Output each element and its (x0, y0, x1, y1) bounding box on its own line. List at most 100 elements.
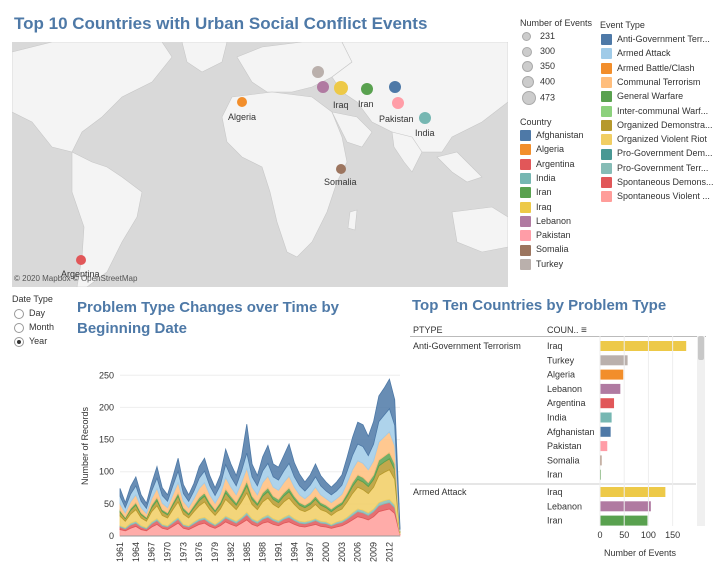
x-tick-label: 1979 (210, 542, 220, 562)
legend-swatch (601, 177, 612, 189)
x-tick-label: 1973 (178, 542, 188, 562)
legend-item[interactable]: Inter-communal Warf... (601, 106, 716, 117)
legend-item[interactable]: Anti-Government Terr... (601, 34, 716, 46)
size-circle-icon (522, 32, 531, 42)
legend-item[interactable]: Lebanon (520, 216, 595, 227)
marker-india[interactable] (419, 112, 431, 124)
size-legend-label: 473 (540, 92, 556, 103)
marker-lebanon[interactable] (317, 81, 329, 93)
bar[interactable] (600, 426, 611, 437)
legend-item[interactable]: Pro-Government Dem... (601, 148, 716, 160)
country-label[interactable]: Lebanon (547, 384, 582, 394)
legend-label: Afghanistan (536, 130, 584, 140)
legend-item[interactable]: Organized Violent Riot (601, 134, 716, 146)
legend-item[interactable]: Iraq (520, 202, 595, 213)
marker-iran[interactable] (361, 83, 373, 95)
legend-swatch (601, 91, 612, 103)
radio-dot[interactable] (14, 308, 24, 319)
legend-item[interactable]: Afghanistan (520, 130, 595, 142)
radio-day[interactable]: Day (14, 308, 45, 319)
legend-item[interactable]: Pro-Government Terr... (601, 163, 716, 174)
column-header-country-label: COUN.. (547, 325, 579, 335)
country-label[interactable]: Algeria (547, 370, 575, 380)
legend-swatch (601, 48, 612, 60)
bar[interactable] (600, 487, 666, 497)
bar[interactable] (600, 455, 602, 466)
legend-item[interactable]: Armed Battle/Clash (601, 63, 716, 74)
map-label-somalia: Somalia (324, 177, 357, 187)
legend-swatch (601, 148, 612, 160)
ptype-label[interactable]: Armed Attack (413, 487, 467, 497)
country-label[interactable]: India (547, 413, 567, 423)
column-header-country[interactable]: COUN.. ≡ (547, 325, 587, 336)
radio-year[interactable]: Year (14, 336, 47, 347)
legend-swatch (601, 77, 612, 89)
bar[interactable] (600, 355, 628, 366)
bar-chart[interactable]: Anti-Government Terrorism Iraq Turkey Alger… (410, 336, 710, 572)
x-tick-label: 50 (619, 530, 629, 540)
legend-swatch (601, 62, 612, 74)
country-label[interactable]: Somalia (547, 455, 580, 465)
country-label[interactable]: Argentina (547, 398, 586, 408)
legend-item[interactable]: Spontaneous Demons... (601, 177, 716, 189)
country-label[interactable]: Iraq (547, 341, 563, 351)
legend-item[interactable]: India (520, 173, 595, 185)
bar[interactable] (600, 341, 687, 351)
radio-month[interactable]: Month (14, 322, 54, 333)
area-series[interactable] (119, 378, 401, 530)
bar[interactable] (600, 369, 624, 380)
area-chart-title: Problem Type Changes over Time by Beginn… (77, 299, 340, 337)
map-label-algeria: Algeria (228, 112, 256, 122)
legend-item[interactable]: Turkey (520, 259, 595, 270)
marker-turkey[interactable] (312, 66, 324, 78)
country-label[interactable]: Pakistan (547, 441, 582, 451)
world-map[interactable]: Algeria Iraq Iran Pakistan India Somalia… (12, 42, 508, 287)
country-label[interactable]: Turkey (547, 355, 575, 365)
map-label-argentina: Argentina (61, 269, 100, 279)
legend-item[interactable]: Argentina (520, 159, 595, 170)
legend-item[interactable]: Iran (520, 187, 595, 199)
bar[interactable] (600, 383, 621, 394)
legend-item[interactable]: Armed Attack (601, 48, 716, 60)
map-svg: Algeria Iraq Iran Pakistan India Somalia… (12, 42, 508, 287)
legend-swatch (601, 191, 612, 203)
size-legend-label: 400 (540, 76, 556, 87)
marker-afghanistan[interactable] (389, 81, 401, 93)
marker-iraq[interactable] (334, 81, 348, 95)
marker-algeria[interactable] (237, 97, 247, 107)
scrollbar-thumb[interactable] (698, 336, 704, 360)
x-tick-label: 1994 (289, 542, 299, 562)
area-chart[interactable]: 0 50 100 150 200 250 1961 1964 1967 1970 1973 1976 1… (76, 342, 406, 570)
country-label[interactable]: Iran (547, 470, 563, 480)
country-label[interactable]: Iran (547, 516, 563, 526)
legend-item[interactable]: General Warfare (601, 91, 716, 103)
radio-dot-selected[interactable] (14, 336, 24, 347)
legend-item[interactable]: Algeria (520, 144, 595, 156)
legend-swatch (601, 34, 612, 46)
scrollbar-track[interactable] (697, 336, 705, 526)
legend-item[interactable]: Somalia (520, 244, 595, 256)
legend-item[interactable]: Communal Terrorism (601, 77, 716, 89)
bar[interactable] (600, 501, 651, 512)
column-header-ptype[interactable]: PTYPE (413, 325, 443, 335)
legend-item[interactable]: Spontaneous Violent ... (601, 191, 716, 203)
size-circle-icon (522, 76, 534, 88)
legend-item[interactable]: Organized Demonstra... (601, 120, 716, 131)
x-tick-label: 2000 (321, 542, 331, 562)
bar[interactable] (600, 412, 612, 423)
ptype-label[interactable]: Anti-Government Terrorism (413, 341, 521, 351)
sort-icon[interactable]: ≡ (581, 325, 587, 336)
marker-argentina[interactable] (76, 255, 86, 265)
country-label[interactable]: Lebanon (547, 501, 582, 511)
bar[interactable] (600, 398, 615, 409)
marker-pakistan[interactable] (392, 97, 404, 109)
country-label[interactable]: Afghanistan (547, 427, 595, 437)
radio-dot[interactable] (14, 322, 24, 333)
marker-somalia[interactable] (336, 164, 346, 174)
radio-label: Month (29, 322, 55, 332)
legend-item[interactable]: Pakistan (520, 230, 595, 242)
bar[interactable] (600, 441, 608, 452)
map-label-iran: Iran (358, 99, 374, 109)
country-label[interactable]: Iraq (547, 487, 563, 497)
legend-swatch (520, 201, 531, 213)
